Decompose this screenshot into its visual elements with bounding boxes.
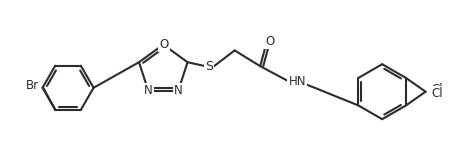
Text: Cl: Cl	[432, 87, 443, 100]
Text: N: N	[174, 84, 182, 97]
Text: Br: Br	[25, 79, 39, 92]
Text: O: O	[265, 35, 274, 48]
Text: S: S	[205, 60, 213, 73]
Text: HN: HN	[289, 75, 306, 88]
Text: Cl: Cl	[432, 83, 443, 96]
Text: O: O	[160, 38, 169, 51]
Text: N: N	[144, 84, 152, 97]
